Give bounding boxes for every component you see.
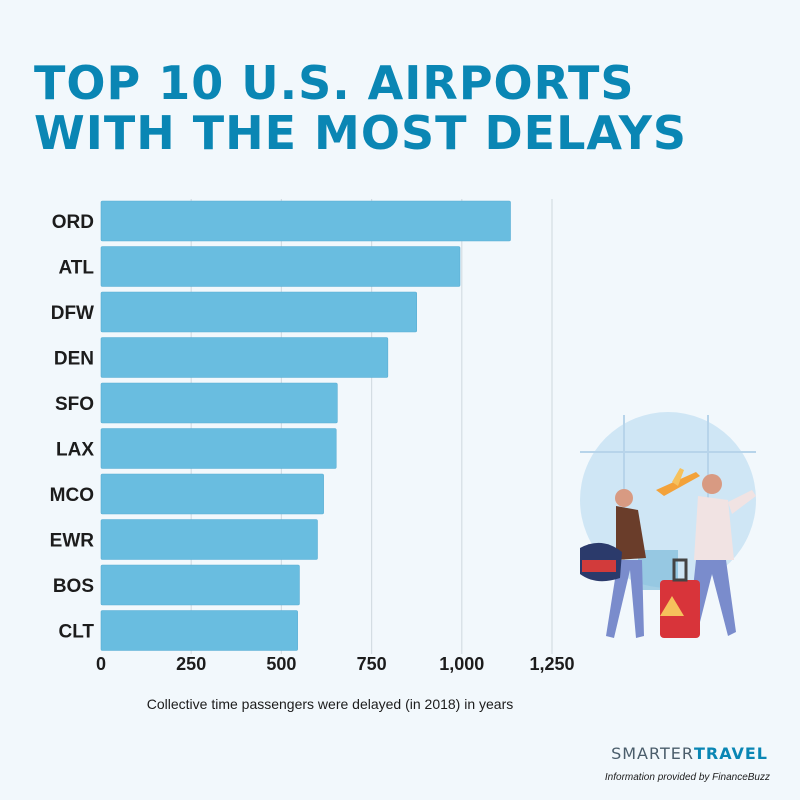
travelers-illustration	[580, 412, 756, 638]
title-line-1: TOP 10 U.S. AIRPORTS	[34, 56, 635, 110]
category-label: DEN	[54, 349, 94, 370]
category-label: ORD	[52, 212, 94, 233]
source-credit: Information provided by FinanceBuzz	[604, 772, 770, 783]
x-tick-label: 250	[176, 654, 206, 674]
category-label: CLT	[58, 622, 94, 643]
x-axis-label: Collective time passengers were delayed …	[146, 696, 514, 712]
chart-title: TOP 10 U.S. AIRPORTS WITH THE MOST DELAY…	[34, 58, 774, 158]
x-tick-label: 1,000	[439, 654, 484, 674]
bar-atl	[100, 246, 461, 287]
category-label: BOS	[53, 576, 94, 597]
x-tick-label: 500	[266, 654, 296, 674]
bar-lax	[100, 428, 337, 469]
category-label: EWR	[50, 531, 95, 552]
x-tick-label: 1,250	[529, 654, 574, 674]
bar-ewr	[100, 519, 318, 560]
bar-ord	[100, 200, 511, 242]
category-label: DFW	[51, 303, 94, 324]
bar-mco	[100, 473, 324, 515]
brand-part-2: TRAVEL	[693, 744, 768, 763]
brand-part-1: SMARTER	[611, 744, 694, 763]
category-label: LAX	[56, 440, 94, 461]
category-label: SFO	[55, 394, 94, 415]
x-tick-label: 750	[357, 654, 387, 674]
bar-sfo	[100, 382, 338, 424]
category-label: ATL	[58, 258, 94, 279]
x-tick-label: 0	[96, 654, 106, 674]
category-label: MCO	[50, 485, 94, 506]
bar-clt	[100, 610, 298, 651]
bar-den	[100, 337, 389, 378]
title-line-2: WITH THE MOST DELAYS	[34, 106, 688, 160]
smartertravel-logo: SMARTERTRAVEL	[611, 744, 768, 763]
bar-bos	[100, 564, 300, 606]
bar-dfw	[100, 291, 418, 333]
